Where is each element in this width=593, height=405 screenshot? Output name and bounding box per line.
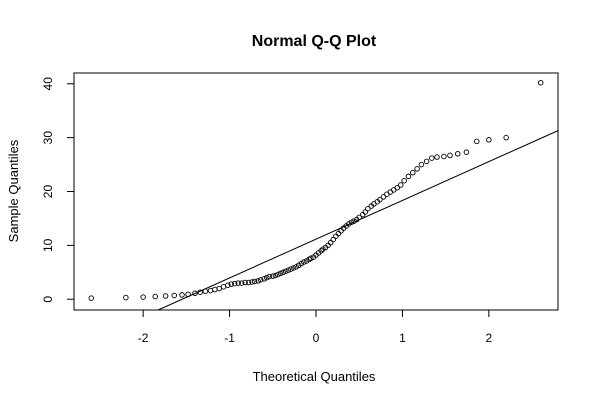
data-point: [454, 151, 461, 157]
x-axis: -2 -1 0 1 2: [138, 310, 493, 345]
data-point: [288, 266, 294, 272]
data-point: [225, 282, 231, 288]
data-point: [335, 230, 342, 237]
data-point: [162, 293, 169, 299]
data-point: [301, 259, 307, 265]
data-point: [88, 295, 95, 301]
x-axis-title: Theoretical Quantiles: [253, 369, 376, 384]
data-point: [272, 272, 279, 279]
data-point: [463, 149, 470, 155]
x-tick-label: 0: [313, 331, 320, 345]
y-tick-label: 40: [41, 77, 55, 91]
data-point: [414, 166, 420, 172]
data-point: [263, 274, 270, 281]
data-point: [245, 279, 252, 286]
data-point: [308, 255, 314, 262]
data-point: [270, 273, 276, 279]
qq-reference-line: [157, 130, 559, 311]
data-point: [285, 267, 292, 273]
chart-title: Normal Q-Q Plot: [252, 33, 377, 50]
data-point: [179, 292, 185, 298]
data-point: [423, 158, 430, 165]
plot-frame: [73, 72, 559, 311]
data-point: [261, 276, 267, 282]
data-point: [537, 79, 544, 86]
data-point: [232, 280, 238, 287]
data-point: [503, 134, 509, 141]
y-axis-title: Sample Quantiles: [6, 139, 21, 242]
data-point: [418, 161, 425, 168]
data-point: [192, 290, 198, 297]
data-point: [405, 173, 412, 180]
data-point: [235, 280, 241, 286]
data-point: [238, 280, 245, 286]
data-point: [447, 152, 453, 159]
data-point: [394, 184, 400, 191]
data-point: [152, 293, 158, 300]
y-tick-label: 20: [41, 185, 55, 199]
data-point: [330, 236, 337, 243]
data-point: [280, 269, 286, 276]
data-point: [251, 278, 258, 285]
y-tick-label: 0: [41, 296, 55, 303]
data-point: [123, 294, 129, 301]
data-point: [365, 205, 371, 212]
data-point: [359, 211, 366, 218]
data-point: [212, 286, 218, 293]
data-point: [401, 177, 407, 184]
data-point: [380, 194, 387, 200]
data-point: [140, 294, 146, 300]
x-tick-label: 1: [399, 331, 406, 345]
data-point: [249, 279, 255, 285]
data-point: [441, 153, 447, 160]
data-point: [327, 239, 334, 246]
data-point: [486, 137, 492, 143]
data-point: [377, 196, 383, 203]
data-point: [290, 265, 297, 271]
data-point: [171, 292, 178, 299]
data-point: [207, 287, 214, 294]
x-tick-label: -2: [138, 331, 149, 345]
data-point: [410, 169, 416, 176]
data-point: [434, 154, 440, 160]
y-tick-label: 30: [41, 131, 55, 145]
data-point: [333, 233, 339, 239]
data-point: [362, 209, 369, 215]
data-point: [429, 155, 435, 161]
data-point: [283, 268, 289, 274]
data-point: [257, 277, 264, 283]
data-points: [88, 79, 544, 301]
data-point: [277, 270, 284, 277]
data-point: [242, 279, 248, 286]
y-tick-label: 10: [41, 238, 55, 252]
data-point: [318, 247, 324, 254]
data-point: [474, 138, 480, 145]
data-point: [228, 281, 235, 287]
y-axis: 0 10 20 30 40: [41, 77, 74, 303]
data-point: [338, 228, 344, 234]
data-point: [397, 182, 404, 188]
x-tick-label: 2: [486, 331, 493, 345]
x-tick-label: -1: [224, 331, 235, 345]
data-point: [275, 271, 281, 278]
data-point: [255, 278, 261, 284]
data-point: [266, 273, 273, 280]
